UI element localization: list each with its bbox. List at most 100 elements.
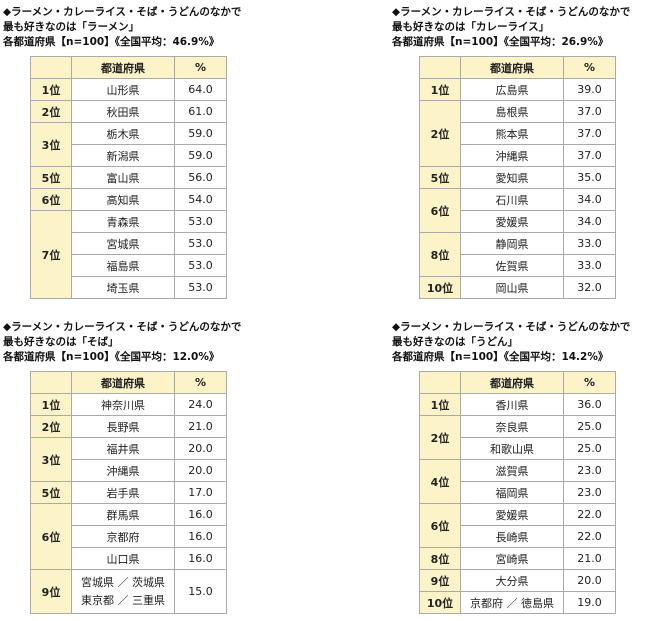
header-blank xyxy=(30,371,72,394)
percent-cell: 23.0 xyxy=(563,481,616,504)
rank-cell: 5位 xyxy=(30,166,72,189)
ranking-table: 都道府県% 1位 広島県 39.0 2位 島根県 37.0 熊本県 37.0 沖縄県 37.0 5位愛… xyxy=(419,56,616,299)
prefecture-cell: 京都府 ／ 徳島県 xyxy=(460,591,564,614)
header-row: 都道府県% xyxy=(419,371,616,394)
heading-line: 各都道府県【n=100】《全国平均：12.0%》 xyxy=(3,351,220,363)
prefecture-cell: 富山県 xyxy=(71,166,175,189)
rank-cell: 10位 xyxy=(419,591,461,614)
percent-cell: 24.0 xyxy=(174,393,227,416)
prefecture-line: 東京都 ／ 三重県 xyxy=(81,593,165,607)
prefecture-cell: 青森県 xyxy=(71,210,175,233)
prefecture-cell: 埼玉県 xyxy=(71,276,175,299)
percent-cell: 64.0 xyxy=(174,78,227,101)
percent-cell: 53.0 xyxy=(174,210,227,233)
heading-line: 最も好きなのは「うどん」 xyxy=(392,336,518,348)
header-cell: 都道府県 xyxy=(71,56,175,79)
rank-cell: 3位 xyxy=(30,122,72,167)
percent-cell: 19.0 xyxy=(563,591,616,614)
ranking-block: ◆ラーメン・カレーライス・そば・うどんのなかで 最も好きなのは「ラーメン」 各都道府… xyxy=(3,5,241,299)
prefecture-cell: 長崎県 xyxy=(460,525,564,548)
percent-cell: 59.0 xyxy=(174,122,227,145)
data-row: 1位 山形県 64.0 xyxy=(30,78,227,101)
prefecture-cell: 岡山県 xyxy=(460,276,564,299)
percent-cell: 20.0 xyxy=(563,569,616,592)
rank-cell: 1位 xyxy=(30,78,72,101)
rank-cell: 4位 xyxy=(419,459,461,504)
rank-cell: 5位 xyxy=(419,166,461,189)
percent-cell: 37.0 xyxy=(563,100,616,123)
data-row: 9位 宮城県 ／ 茨城県 東京都 ／ 三重県 15.0 xyxy=(30,569,227,614)
header-blank xyxy=(419,56,461,79)
prefecture-cell: 愛媛県 xyxy=(460,210,564,233)
data-row: 7位 青森県 53.0 xyxy=(30,210,227,299)
rank-cell: 6位 xyxy=(30,188,72,211)
rank-cell: 9位 xyxy=(419,569,461,592)
header-cell: % xyxy=(174,56,227,79)
header-blank xyxy=(419,371,461,394)
header-blank xyxy=(30,56,72,79)
ranking-table: 都道府県% 1位 山形県 64.0 2位 秋田県 61.0 3位 栃木県 59.0 新潟県 59.0 5… xyxy=(30,56,227,299)
prefecture-cell: 山口県 xyxy=(71,547,175,570)
ranking-block: ◆ラーメン・カレーライス・そば・うどんのなかで 最も好きなのは「そば」各都道府県【… xyxy=(3,320,241,614)
data-row: 9位 大分県 20.0 xyxy=(419,569,616,592)
rank-cell: 9位 xyxy=(30,569,72,614)
heading-line: ◆ラーメン・カレーライス・そば・うどんのなかで xyxy=(3,6,242,18)
data-row: 6位 石川県 34.0 xyxy=(419,188,616,233)
data-row: 3位 栃木県 59.0 xyxy=(30,122,227,167)
heading-line: ◆ラーメン・カレーライス・そば・うどんのなかで xyxy=(3,321,242,333)
prefecture-cell: 愛知県 xyxy=(460,166,564,189)
percent-cell: 54.0 xyxy=(174,188,227,211)
data-row: 長崎県 22.0 xyxy=(420,525,616,548)
rank-cell: 6位 xyxy=(419,188,461,233)
percent-cell: 33.0 xyxy=(563,232,616,255)
heading-line: 最も好きなのは「ラーメン」 xyxy=(3,21,140,33)
prefecture-cell: 愛媛県 xyxy=(460,503,564,526)
prefecture-cell: 香川県 xyxy=(460,393,564,416)
prefecture-cell: 京都府 xyxy=(71,525,175,548)
percent-cell: 17.0 xyxy=(174,481,227,504)
data-row: 4位 滋賀県 23.0 xyxy=(419,459,616,504)
header-cell: % xyxy=(174,371,227,394)
prefecture-cell: 沖縄県 xyxy=(71,459,175,482)
prefecture-cell: 群馬県 xyxy=(71,503,175,526)
data-row: 2位 島根県 37.0 xyxy=(419,100,616,167)
prefecture-cell: 長野県 xyxy=(71,415,175,438)
prefecture-cell: 大分県 xyxy=(460,569,564,592)
header-row: 都道府県% xyxy=(30,371,227,394)
rank-cell: 7位 xyxy=(30,210,72,299)
data-row: 8位 静岡県 33.0 xyxy=(419,232,616,277)
data-row: 3位 福井県 20.0 xyxy=(30,437,227,482)
data-row: 6位 高知県 54.0 xyxy=(30,188,227,211)
prefecture-cell: 佐賀県 xyxy=(460,254,564,277)
data-row: 1位 香川県 36.0 xyxy=(419,393,616,416)
heading: ◆ラーメン・カレーライス・そば・うどんのなかで 最も好きなのは「カレーライス」各都… xyxy=(392,5,630,50)
percent-cell: 35.0 xyxy=(563,166,616,189)
data-row: 10位 岡山県 32.0 xyxy=(419,276,616,299)
rank-cell: 2位 xyxy=(419,100,461,167)
heading: ◆ラーメン・カレーライス・そば・うどんのなかで 最も好きなのは「うどん」 各都道府県… xyxy=(392,320,630,365)
heading-line: 各都道府県【n=100】《全国平均：14.2%》 xyxy=(392,351,609,363)
data-row: 5位 岩手県 17.0 xyxy=(30,481,227,504)
heading-line: 最も好きなのは「カレーライス」 xyxy=(392,21,550,33)
rank-cell: 1位 xyxy=(419,78,461,101)
heading: ◆ラーメン・カレーライス・そば・うどんのなかで 最も好きなのは「そば」各都道府県【… xyxy=(3,320,241,365)
data-row: 山口県 16.0 xyxy=(31,547,227,570)
prefecture-cell: 秋田県 xyxy=(71,100,175,123)
heading-line: 最も好きなのは「そば」 xyxy=(3,336,119,348)
percent-cell: 22.0 xyxy=(563,503,616,526)
header-cell: 都道府県 xyxy=(460,56,564,79)
percent-cell: 34.0 xyxy=(563,188,616,211)
rank-cell: 1位 xyxy=(419,393,461,416)
percent-cell: 34.0 xyxy=(563,210,616,233)
prefecture-cell: 福岡県 xyxy=(460,481,564,504)
data-row: 沖縄県 20.0 xyxy=(31,459,227,482)
percent-cell: 32.0 xyxy=(563,276,616,299)
heading-line: ◆ラーメン・カレーライス・そば・うどんのなかで xyxy=(392,6,631,18)
percent-cell: 61.0 xyxy=(174,100,227,123)
rank-cell: 2位 xyxy=(419,415,461,460)
heading-line: 各都道府県【n=100】《全国平均：26.9%》 xyxy=(392,36,609,48)
percent-cell: 37.0 xyxy=(563,144,616,167)
percent-cell: 25.0 xyxy=(563,415,616,438)
header-row: 都道府県% xyxy=(419,56,616,79)
